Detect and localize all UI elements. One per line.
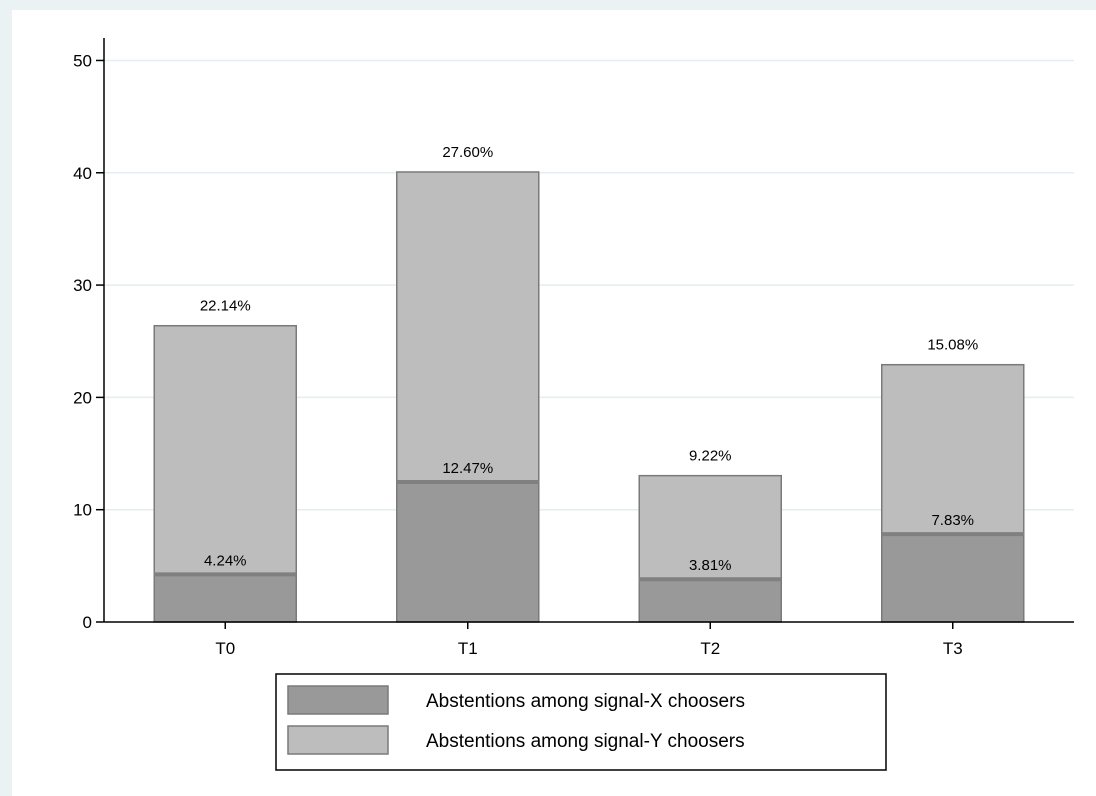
bar-y-T1: [396, 171, 540, 483]
x-tick-label-T2: T2: [700, 639, 720, 658]
data-label-x-T2: 3.81%: [689, 557, 732, 574]
y-tick-label-10: 10: [73, 501, 92, 520]
y-tick-label-30: 30: [73, 276, 92, 295]
data-label-y-T0: 22.14%: [200, 298, 251, 315]
bar-x-T1: [396, 481, 540, 623]
bar-y-T3: [881, 363, 1025, 535]
bar-y-T0: [153, 324, 297, 576]
axes: T0 T1 T2 T3 0 10 20 30 40 50: [73, 38, 1074, 658]
legend-swatch-y: [287, 725, 389, 755]
y-tick-label-20: 20: [73, 388, 92, 407]
legend: Abstentions among signal-X choosers Abste…: [275, 673, 887, 771]
data-labels: 4.24% 22.14% 12.47% 27.60% 3.81% 9.22% 7.83% 15…: [200, 144, 978, 574]
x-tick-label-T1: T1: [458, 639, 478, 658]
data-label-x-T1: 12.47%: [442, 460, 493, 477]
x-tick-label-T0: T0: [215, 639, 235, 658]
y-tick-label-40: 40: [73, 164, 92, 183]
bars: [153, 171, 1025, 623]
legend-swatch-x: [287, 685, 389, 715]
data-label-y-T2: 9.22%: [689, 448, 732, 465]
bar-x-T0: [153, 573, 297, 623]
stacked-bar-chart: T0 T1 T2 T3 0 10 20 30 40 50 4.24% 22.14% 12.47% 27.…: [73, 38, 1074, 771]
bar-x-T3: [881, 533, 1025, 623]
y-tick-label-50: 50: [73, 51, 92, 70]
data-label-y-T1: 27.60%: [442, 144, 493, 161]
data-label-x-T3: 7.83%: [931, 512, 974, 529]
data-label-y-T3: 15.08%: [927, 337, 978, 354]
data-label-x-T0: 4.24%: [204, 552, 247, 569]
bar-x-T2: [638, 578, 782, 623]
y-tick-label-0: 0: [83, 613, 92, 632]
bar-y-T2: [638, 474, 782, 580]
chart-frame: T0 T1 T2 T3 0 10 20 30 40 50 4.24% 22.14% 12.47% 27.…: [12, 10, 1096, 796]
legend-label-y: Abstentions among signal-Y choosers: [426, 731, 745, 752]
x-tick-label-T3: T3: [943, 639, 963, 658]
legend-label-x: Abstentions among signal-X choosers: [426, 691, 745, 712]
